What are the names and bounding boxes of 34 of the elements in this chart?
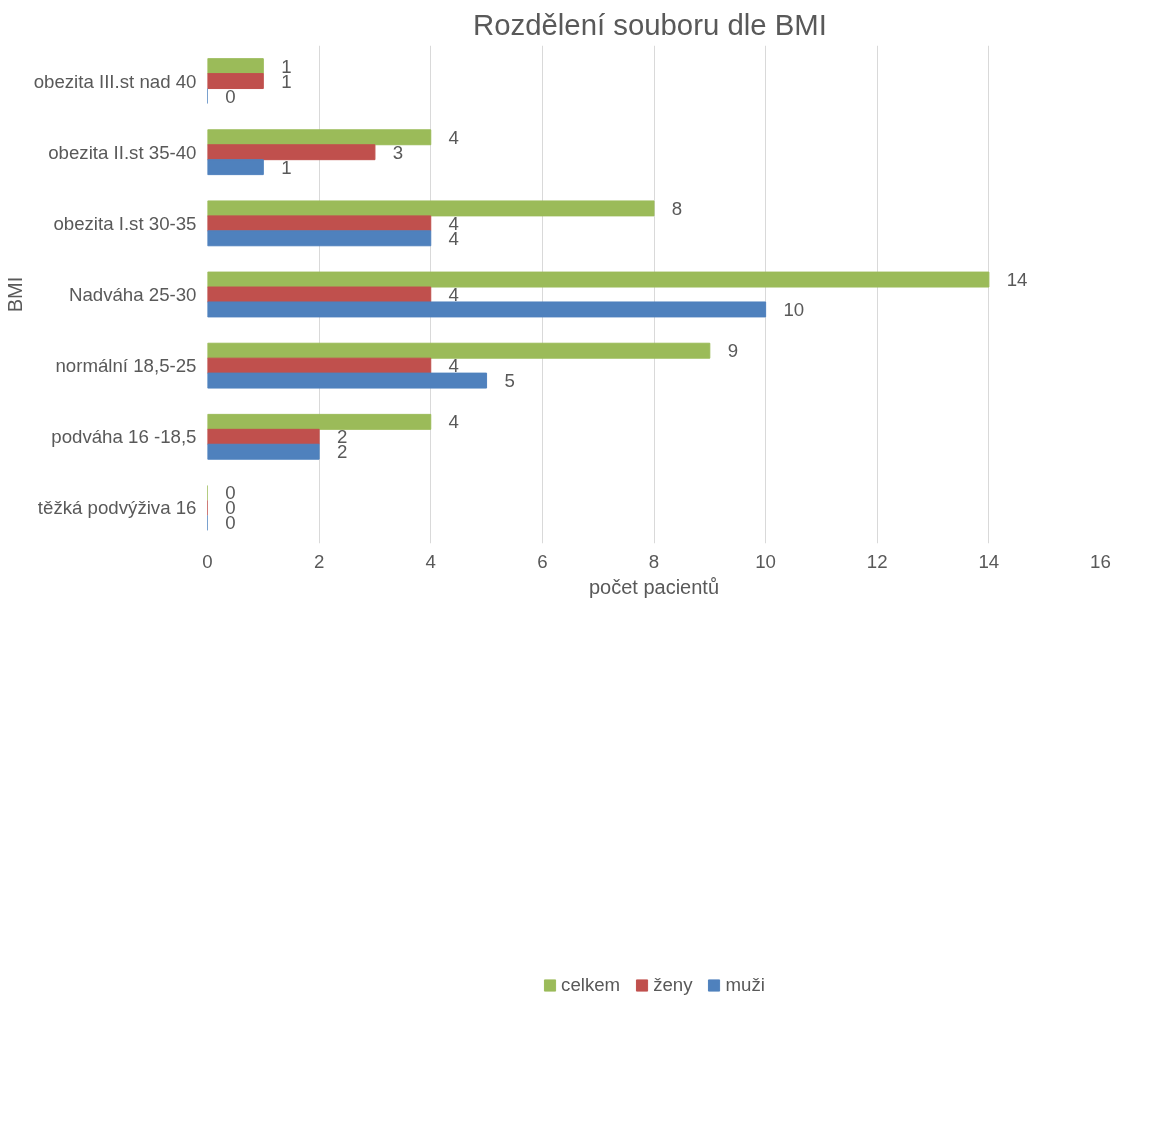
data-label: 5 — [504, 370, 515, 392]
y-axis-title: BMI — [3, 276, 26, 313]
chart-title: Rozdělení souboru dle BMI — [473, 7, 827, 41]
data-label: 4 — [448, 284, 459, 305]
y-tick-label: obezita I.st 30-35 — [53, 212, 197, 234]
x-tick-label: 10 — [755, 550, 777, 572]
data-label: 4 — [448, 355, 459, 377]
data-label: 1 — [281, 156, 292, 178]
y-tick-label: normální 18,5-25 — [55, 355, 197, 377]
x-tick-label: 4 — [425, 550, 436, 572]
y-tick-label: obezita III.st nad 40 — [33, 70, 197, 92]
x-axis-title: počet pacientů — [588, 575, 720, 598]
x-tick-label: 2 — [313, 550, 325, 572]
data-label: 0 — [225, 85, 236, 107]
y-tick-label: Nadváha 25-30 — [68, 284, 197, 305]
data-label: 4 — [448, 126, 459, 148]
data-label: 4 — [448, 411, 459, 433]
x-tick-label: 14 — [978, 550, 1000, 572]
data-label: 3 — [392, 141, 404, 163]
data-label: 8 — [671, 197, 683, 219]
x-tick-label: 12 — [866, 550, 888, 572]
x-tick-label: 6 — [537, 550, 548, 572]
y-tick-label: obezita II.st 35-40 — [48, 141, 197, 163]
x-tick-label: 16 — [1090, 550, 1111, 572]
data-label: 10 — [783, 298, 805, 320]
x-tick-label: 0 — [202, 550, 213, 572]
legend-label: muži — [725, 973, 765, 996]
y-tick-label: podváha 16 -18,5 — [51, 426, 197, 448]
legend-label: ženy — [653, 973, 693, 996]
y-tick-label: těžká podvýživa 16 — [37, 497, 197, 519]
data-label: 14 — [1006, 269, 1028, 291]
data-label: 9 — [727, 340, 739, 362]
x-tick-label: 8 — [648, 550, 660, 572]
legend-label: celkem — [561, 973, 621, 996]
